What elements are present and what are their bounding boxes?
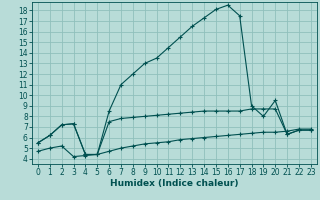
X-axis label: Humidex (Indice chaleur): Humidex (Indice chaleur) [110, 179, 239, 188]
